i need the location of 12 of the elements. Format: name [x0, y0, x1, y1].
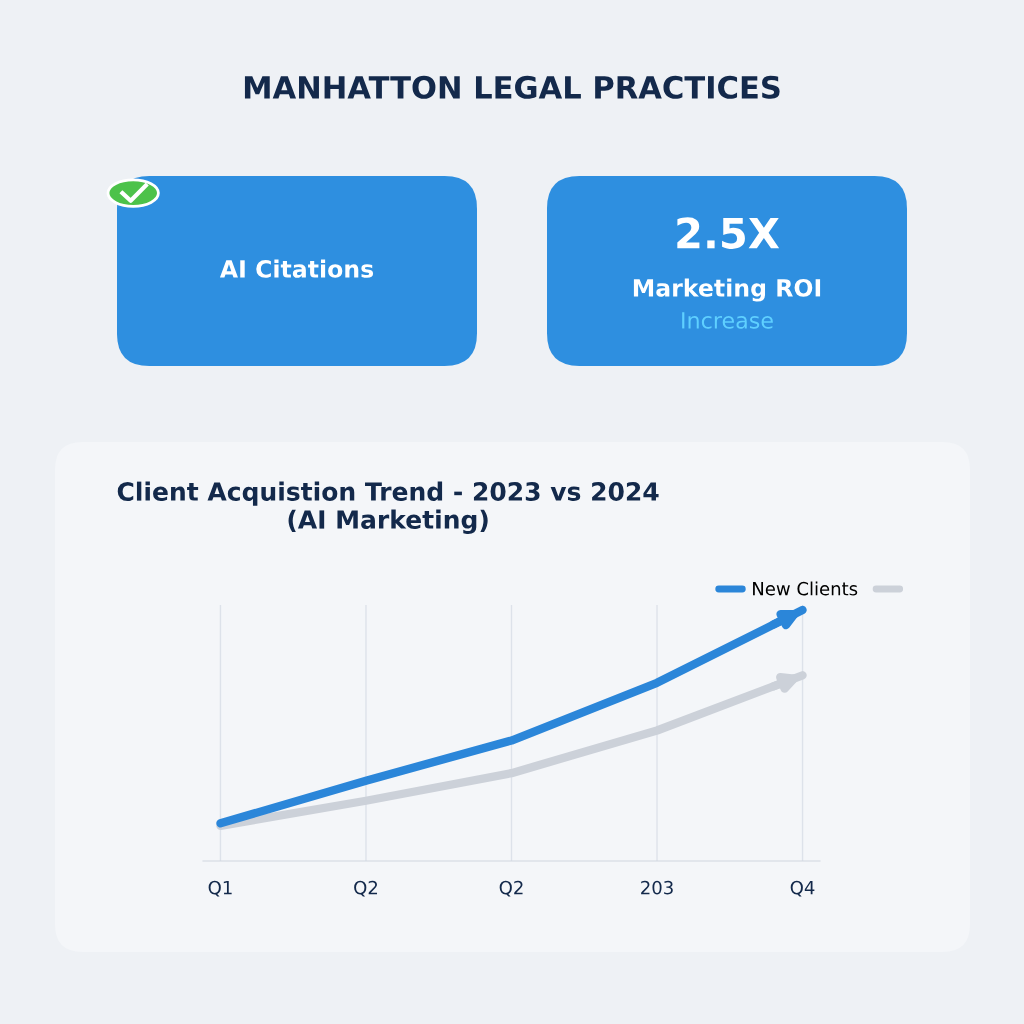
text: 2.5X	[677, 217, 780, 249]
chart-title: Client Acquistion Trend - 2023 vs 2024 (AI Marketing)	[117, 481, 659, 535]
text: AI Citations	[219, 259, 374, 278]
x-tick-label: Q2	[354, 880, 378, 897]
legend-label: New Clients	[753, 581, 858, 596]
x-tick-label: Q2	[499, 880, 523, 897]
x-tick-label: Q4	[790, 880, 815, 897]
x-tick-label: Q1	[208, 880, 232, 897]
text: Marketing ROI	[633, 278, 821, 302]
x-tick-label: 203	[641, 880, 673, 895]
text: Increase	[682, 312, 773, 329]
text: MANHATTON LEGAL PRACTICES	[244, 75, 780, 99]
